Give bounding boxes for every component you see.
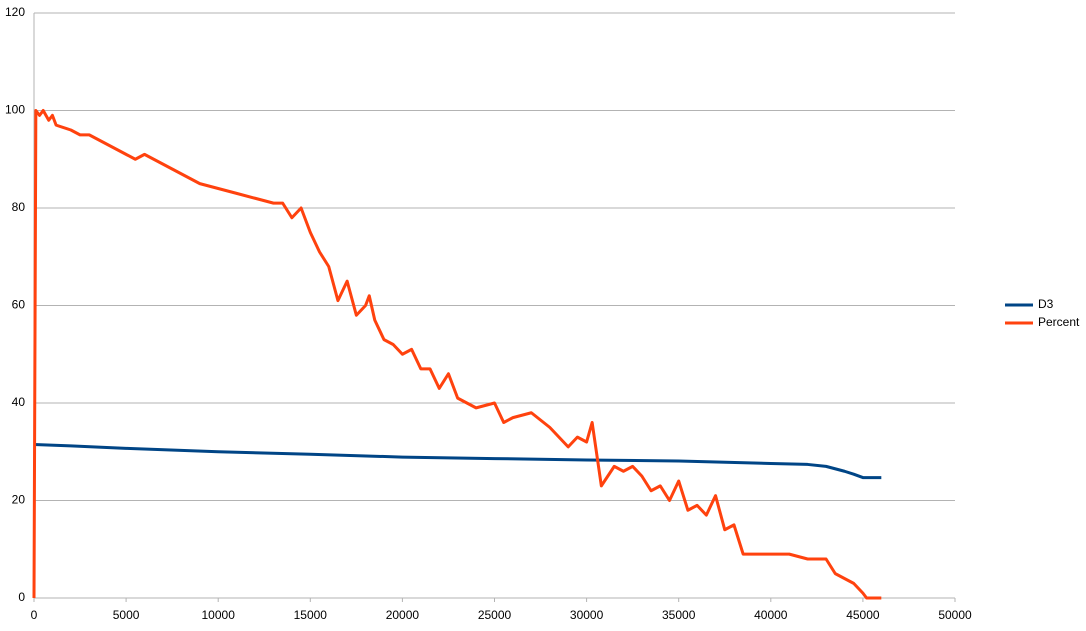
legend-label: Percent (1038, 315, 1080, 329)
x-tick-label: 25000 (478, 608, 512, 622)
y-tick-label: 120 (5, 5, 25, 19)
x-tick-label: 35000 (662, 608, 696, 622)
y-tick-label: 0 (18, 590, 25, 604)
x-tick-label: 30000 (570, 608, 604, 622)
y-tick-label: 80 (12, 200, 26, 214)
y-tick-label: 100 (5, 103, 25, 117)
x-tick-label: 5000 (113, 608, 140, 622)
x-tick-label: 40000 (754, 608, 788, 622)
y-tick-label: 60 (12, 298, 26, 312)
y-tick-label: 40 (12, 395, 26, 409)
line-series (32, 109, 882, 600)
y-tick-label: 20 (12, 493, 26, 507)
legend-label: D3 (1038, 297, 1054, 311)
x-tick-label: 0 (31, 608, 38, 622)
x-tick-label: 45000 (846, 608, 880, 622)
x-tick-label: 10000 (202, 608, 236, 622)
line-series (33, 442, 882, 480)
x-tick-label: 50000 (938, 608, 972, 622)
x-tick-label: 20000 (386, 608, 420, 622)
x-tick-label: 15000 (294, 608, 328, 622)
